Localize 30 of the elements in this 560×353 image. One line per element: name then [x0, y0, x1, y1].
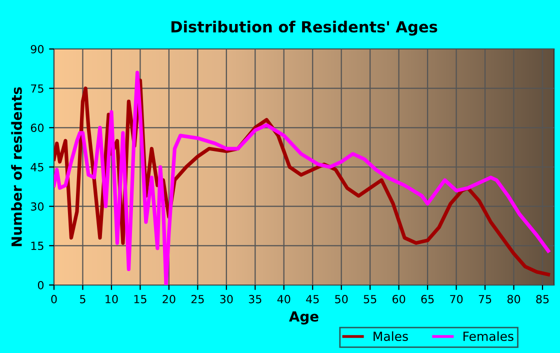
x-tick-label: 50 [335, 294, 348, 304]
x-tick-label: 35 [248, 294, 262, 304]
legend-label: Males [374, 331, 408, 342]
x-tick-label: 70 [450, 294, 463, 304]
y-tick-label: 60 [30, 124, 44, 132]
x-tick-label: 20 [162, 294, 176, 304]
x-tick-label: 30 [220, 294, 233, 304]
y-tick-label: 15 [31, 242, 44, 250]
x-tick-label: 85 [536, 294, 549, 304]
x-tick-label: 5 [80, 295, 86, 304]
y-tick-label: 0 [38, 280, 44, 290]
x-tick-label: 40 [277, 294, 290, 304]
x-tick-label: 80 [507, 294, 520, 304]
x-tick-label: 10 [106, 294, 118, 304]
x-tick-label: 65 [421, 294, 434, 304]
chart-title: Distribution of Residents' Ages [171, 20, 438, 36]
x-tick-label: 15 [134, 295, 146, 304]
x-tick-label: 0 [51, 294, 57, 304]
x-tick-label: 60 [392, 294, 406, 304]
y-tick-label: 90 [30, 44, 44, 54]
y-tick-label: 75 [31, 84, 44, 93]
x-tick-label: 25 [191, 294, 204, 304]
legend-label: Females [464, 331, 514, 342]
x-tick-label: 55 [364, 295, 376, 304]
y-axis-title: Number of residents [11, 87, 22, 246]
y-tick-label: 45 [30, 163, 44, 172]
x-tick-label: 45 [306, 295, 319, 304]
y-tick-label: 30 [30, 202, 44, 211]
x-tick-label: 75 [478, 295, 492, 304]
x-axis-title: Age [289, 311, 318, 324]
